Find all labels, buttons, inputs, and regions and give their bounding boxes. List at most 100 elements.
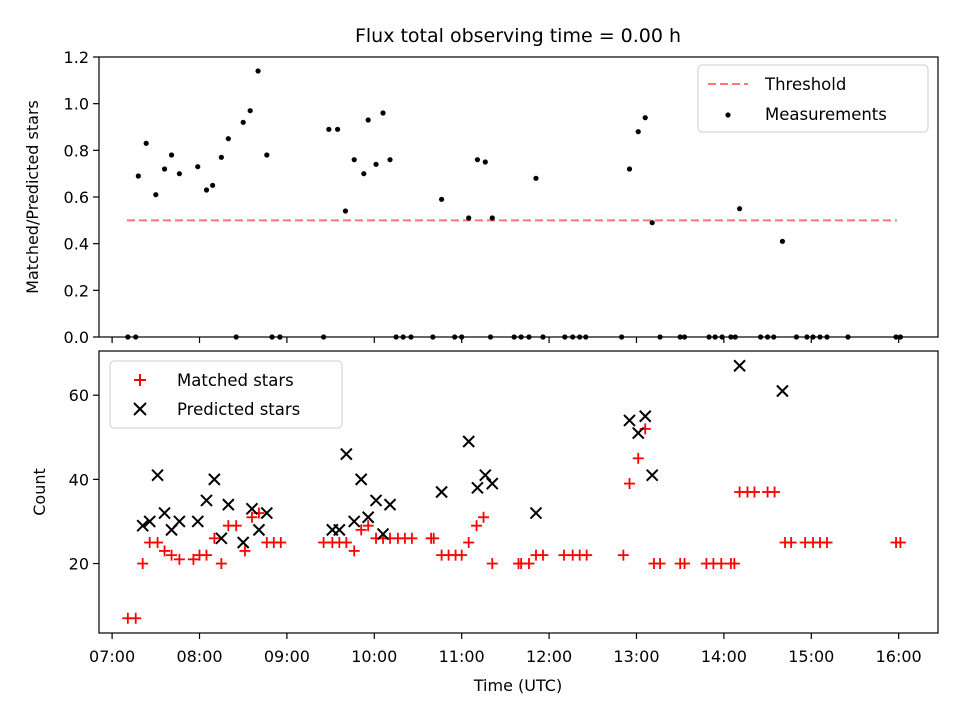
matched-star-marker [523, 558, 535, 570]
top-y-axis-label: Matched/Predicted stars [23, 100, 42, 294]
predicted-star-marker [479, 468, 492, 482]
measurement-point [387, 157, 393, 163]
measurement-point [255, 68, 261, 74]
matched-star-marker [486, 558, 498, 570]
matched-star-marker [246, 511, 258, 523]
predicted-star-marker [208, 473, 221, 486]
measurement-point [247, 108, 253, 114]
matched-star-marker [471, 520, 483, 532]
matched-star-marker [428, 532, 440, 544]
predicted-star-marker [340, 447, 353, 461]
matched-star-marker [537, 549, 549, 561]
predicted-star-marker [158, 506, 171, 520]
matched-star-marker [275, 537, 287, 549]
bottom-legend-box [109, 360, 343, 429]
matched-star-marker [715, 558, 727, 570]
measurement-point [779, 238, 786, 244]
top-y-tick-label: 0.0 [64, 328, 89, 347]
predicted-star-marker [639, 410, 652, 423]
predicted-star-marker [623, 414, 636, 427]
bottom-x-tick-label: 12:00 [526, 647, 572, 666]
matched-star-marker [617, 549, 629, 561]
predicted-legend-label: Predicted stars [177, 400, 300, 419]
predicted-star-marker [369, 494, 383, 507]
measurement-point [365, 117, 371, 123]
matched-star-marker [894, 537, 906, 549]
predicted-star-marker [236, 536, 250, 549]
top-panel: Flux total observing time = 0.00 h Match… [23, 25, 939, 347]
measurement-point [195, 164, 201, 170]
predicted-legend-swatch [133, 402, 147, 416]
matched-star-marker [230, 520, 242, 532]
predicted-star-marker [733, 359, 746, 372]
matched-star-marker [478, 511, 490, 523]
measurement-point [225, 136, 231, 142]
predicted-star-marker [136, 519, 149, 532]
measurement-point [361, 171, 367, 177]
bottom-legend: Matched stars Predicted stars [109, 360, 343, 429]
matched-star-marker [130, 612, 142, 624]
measurement-point [626, 166, 633, 172]
top-y-tick-label: 0.6 [64, 188, 89, 207]
matched-star-marker [208, 532, 220, 544]
matched-star-marker [173, 553, 185, 565]
measurement-point [264, 152, 270, 158]
measurement-point [168, 152, 175, 158]
matched-star-marker [215, 558, 227, 570]
predicted-star-marker [191, 515, 204, 528]
predicted-star-marker [151, 468, 164, 482]
measurement-point [342, 208, 349, 214]
predicted-star-marker [376, 527, 390, 541]
matched-star-marker [348, 545, 360, 557]
predicted-star-marker [260, 506, 274, 520]
top-y-tick-label: 0.2 [64, 281, 89, 300]
predicted-star-marker [471, 481, 484, 494]
bottom-panel: Count Time (UTC) 20 40 60 07:00 08:00 09:00 1… [30, 350, 939, 695]
predicted-star-marker [347, 515, 361, 528]
matched-star-marker [728, 558, 740, 570]
bottom-x-tick-label: 09:00 [264, 647, 310, 666]
measurement-point [649, 220, 655, 226]
measurement-point [489, 215, 495, 221]
measurement-point [642, 115, 648, 121]
measurement-point [351, 157, 357, 163]
measurement-point [635, 129, 641, 135]
bottom-x-tick-label: 15:00 [788, 647, 834, 666]
measurement-point [135, 173, 141, 179]
matched-star-marker [159, 545, 171, 557]
matched-star-marker [200, 549, 212, 561]
top-y-tick-label: 0.8 [64, 141, 89, 160]
matched-star-marker [632, 452, 644, 464]
top-y-ticks: 0.0 0.2 0.4 0.6 0.8 1.0 1.2 [64, 48, 99, 347]
top-y-tick-label: 1.0 [64, 95, 89, 114]
matched-star-marker [152, 537, 164, 549]
bottom-y-tick-label: 20 [69, 555, 89, 574]
measurement-point [218, 154, 224, 160]
predicted-star-marker [435, 485, 448, 499]
predicted-star-marker [361, 511, 375, 524]
measurement-point [533, 175, 539, 181]
matched-star-marker [362, 520, 374, 532]
bottom-x-tick-label: 07:00 [89, 647, 135, 666]
measurements-legend-label: Measurements [765, 105, 887, 124]
bottom-y-axis-label: Count [30, 468, 49, 516]
bottom-x-ticks: 07:00 08:00 09:00 10:00 11:00 12:00 13:00 14:00… [89, 633, 922, 666]
measurement-point [176, 171, 183, 177]
top-y-tick-label: 1.2 [64, 48, 89, 67]
bottom-x-tick-label: 10:00 [351, 647, 397, 666]
bottom-y-tick-label: 40 [69, 470, 89, 489]
predicted-star-marker [200, 494, 213, 507]
predicted-star-marker [143, 515, 156, 528]
measurements-legend-swatch [725, 112, 731, 118]
bottom-x-axis-label: Time (UTC) [473, 676, 562, 695]
matched-star-marker [821, 537, 833, 549]
measurement-point [153, 192, 159, 198]
matched-star-marker [679, 558, 691, 570]
top-chart-title: Flux total observing time = 0.00 h [355, 25, 681, 47]
matched-star-marker [581, 549, 593, 561]
matched-star-marker [748, 486, 760, 498]
predicted-star-marker [383, 498, 397, 511]
measurement-point [203, 187, 210, 193]
predicted-star-marker [173, 515, 186, 528]
